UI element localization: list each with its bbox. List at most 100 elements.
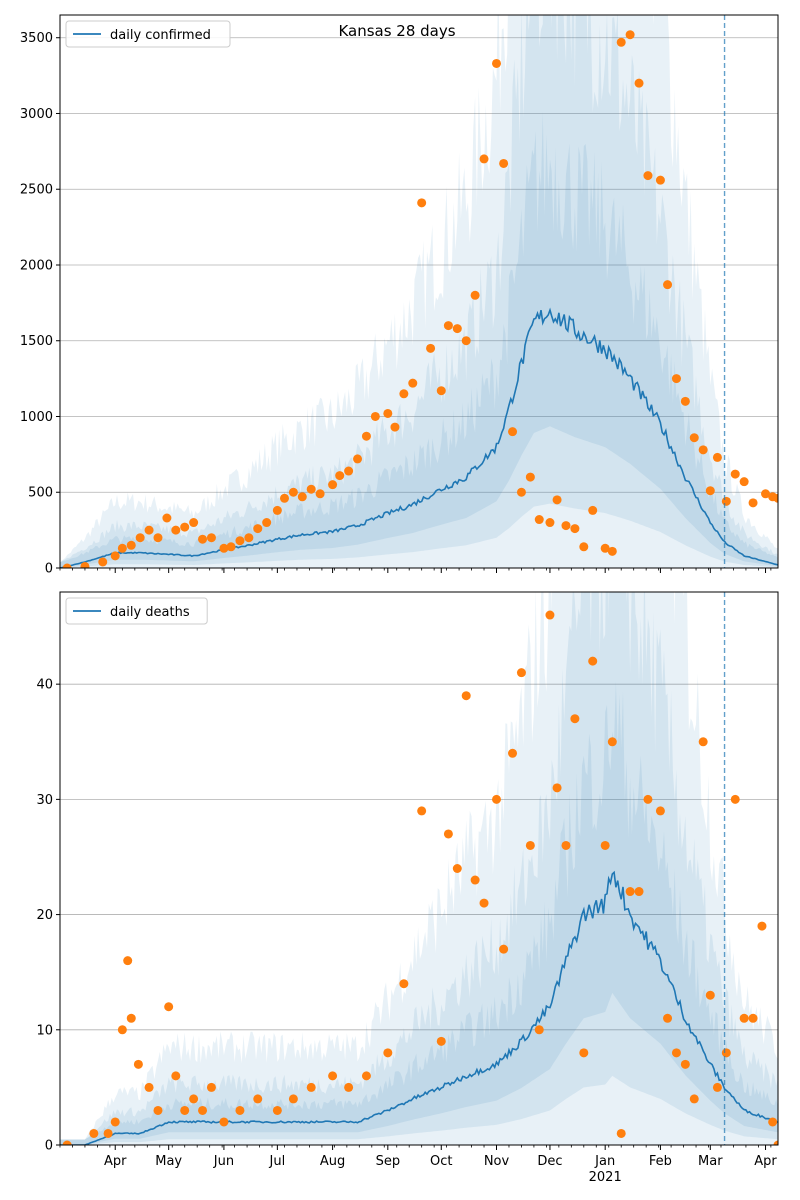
uncertainty-band — [60, 15, 778, 568]
data-point — [417, 806, 427, 816]
data-point — [315, 489, 325, 499]
data-point — [153, 533, 163, 543]
data-point — [545, 518, 555, 528]
data-point — [607, 737, 617, 747]
y-tick-label: 3000 — [20, 107, 53, 122]
data-point — [272, 1105, 282, 1115]
data-point — [135, 533, 145, 543]
data-point — [698, 737, 708, 747]
data-point — [721, 1048, 731, 1058]
legend-label: daily deaths — [110, 605, 190, 620]
data-point — [663, 1013, 673, 1023]
data-point — [235, 1105, 245, 1115]
data-point — [643, 794, 653, 804]
x-tick-label: Aug — [320, 1154, 345, 1169]
y-tick-label: 1500 — [20, 334, 53, 349]
data-point — [171, 525, 181, 535]
y-tick-label: 2000 — [20, 258, 53, 273]
data-point — [671, 1048, 681, 1058]
data-point — [219, 543, 229, 553]
median-line — [60, 870, 778, 1145]
axes-frame — [59, 14, 779, 569]
data-point — [579, 1048, 589, 1058]
data-point — [162, 513, 172, 523]
data-point — [235, 536, 245, 546]
data-point — [219, 1117, 229, 1127]
data-point — [253, 1094, 263, 1104]
data-point — [244, 533, 254, 543]
x-tick-label: Apr — [754, 1154, 777, 1169]
data-point — [279, 493, 289, 503]
x-tick-label: Nov — [484, 1154, 510, 1169]
legend-label: daily confirmed — [110, 28, 211, 43]
data-point — [525, 840, 535, 850]
x-tick-label: Apr — [104, 1154, 127, 1169]
data-point — [508, 748, 518, 758]
data-point — [390, 422, 400, 432]
data-point — [739, 1013, 749, 1023]
data-point — [452, 324, 462, 334]
data-point — [153, 1105, 163, 1115]
data-point — [588, 505, 598, 515]
data-point — [739, 477, 749, 487]
data-point — [436, 1036, 446, 1046]
x-tick-label: Mar — [698, 1154, 723, 1169]
data-point — [757, 921, 767, 931]
data-point — [103, 1128, 113, 1138]
data-point — [470, 875, 480, 885]
y-tick-label: 10 — [36, 1023, 53, 1038]
data-point — [335, 471, 345, 481]
data-point — [616, 37, 626, 47]
data-point — [443, 321, 453, 331]
data-point — [773, 1140, 778, 1145]
data-point — [561, 521, 571, 531]
data-point — [206, 1082, 216, 1092]
data-point — [98, 557, 108, 567]
data-point — [117, 1025, 127, 1035]
data-point — [561, 840, 571, 850]
data-point — [110, 1117, 120, 1127]
x-tick-label: Oct — [430, 1154, 452, 1169]
data-point — [634, 887, 644, 897]
data-point — [730, 469, 740, 479]
data-point — [383, 1048, 393, 1058]
data-point — [616, 1128, 626, 1138]
data-point — [698, 445, 708, 455]
data-point — [452, 864, 462, 873]
data-point — [479, 898, 489, 908]
data-point — [634, 78, 644, 88]
data-point — [344, 466, 354, 476]
data-point — [508, 427, 518, 437]
data-point — [80, 561, 90, 568]
data-point — [470, 290, 480, 300]
uncertainty-band — [60, 681, 778, 1145]
data-point — [89, 1128, 99, 1138]
data-point — [655, 806, 665, 816]
data-point — [110, 551, 120, 561]
data-point — [516, 668, 526, 678]
data-point — [328, 1071, 338, 1081]
data-point — [773, 493, 778, 503]
data-point — [262, 518, 272, 528]
data-point — [712, 452, 722, 462]
data-point — [748, 498, 758, 508]
y-tick-label: 30 — [36, 793, 53, 808]
data-point — [164, 1002, 174, 1012]
data-point — [534, 1025, 544, 1035]
data-point — [607, 546, 617, 556]
data-point — [570, 714, 580, 724]
data-point — [545, 610, 555, 620]
data-point — [499, 944, 509, 954]
data-point — [479, 154, 489, 164]
data-point — [383, 408, 393, 418]
data-point — [361, 1071, 371, 1081]
data-point — [705, 990, 715, 1000]
legend-box — [65, 597, 208, 625]
data-point — [288, 487, 298, 497]
data-point — [180, 1105, 190, 1115]
x-tick-label: May — [155, 1154, 182, 1169]
data-point — [399, 979, 409, 989]
plot-area — [60, 15, 778, 568]
x-tick-label: Feb — [649, 1154, 672, 1169]
data-point — [579, 542, 589, 552]
